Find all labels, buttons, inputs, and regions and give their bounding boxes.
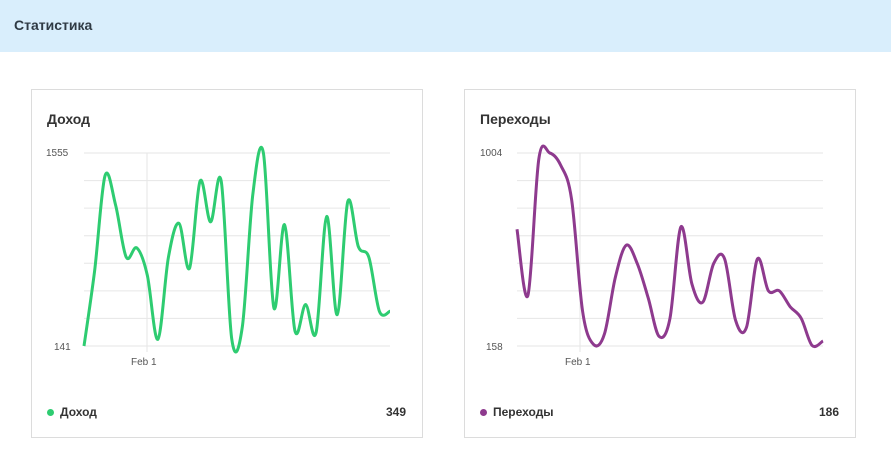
income-data-point[interactable] [356,245,360,249]
income-series-line [82,145,391,354]
income-x-tick-label: Feb 1 [131,357,157,368]
visits-legend-dot [480,408,487,416]
visits-x-tick-label: Feb 1 [565,357,591,368]
income-data-point[interactable] [135,246,139,250]
visits-data-point[interactable] [810,344,814,348]
income-data-point[interactable] [293,329,297,333]
income-data-point[interactable] [240,325,244,329]
income-y-max-label: 1555 [46,148,69,159]
income-data-point[interactable] [335,313,339,317]
visits-data-point[interactable] [526,293,530,297]
visits-data-point[interactable] [602,332,606,336]
income-data-point[interactable] [198,179,202,183]
income-legend[interactable]: Доход [47,405,97,419]
visits-data-point[interactable] [766,289,770,293]
income-data-point[interactable] [82,344,86,348]
income-data-point[interactable] [325,215,329,219]
visits-total: 186 [818,405,839,419]
income-data-point[interactable] [283,223,287,227]
visits-series-line [515,144,824,348]
visits-data-point[interactable] [646,296,650,300]
visits-data-point[interactable] [821,339,825,343]
income-data-point[interactable] [304,303,308,307]
visits-data-point[interactable] [701,300,705,304]
income-data-point[interactable] [177,221,181,225]
income-data-point[interactable] [145,273,149,277]
income-data-point[interactable] [124,255,128,259]
visits-card: Переходы 1004 158 Feb 1 Переходы 186 [464,89,856,438]
visits-data-point[interactable] [515,227,519,231]
visits-y-min-label: 158 [486,342,503,353]
income-chart: 1555 141 Feb 1 [46,145,392,368]
income-data-point[interactable] [219,179,223,183]
income-data-point[interactable] [188,266,192,270]
page-title: Статистика [14,17,93,33]
visits-legend[interactable]: Переходы [480,405,554,419]
income-data-point[interactable] [166,255,170,259]
visits-legend-label: Переходы [493,405,554,419]
visits-data-point[interactable] [635,261,639,265]
income-data-point[interactable] [103,174,107,178]
income-card-title: Доход [47,111,91,127]
visits-data-point[interactable] [581,309,585,313]
visits-data-point[interactable] [755,257,759,261]
income-data-point[interactable] [251,193,255,197]
income-legend-dot [47,408,54,416]
visits-data-point[interactable] [788,305,792,309]
visits-y-max-label: 1004 [480,148,503,159]
income-data-point[interactable] [93,269,97,273]
visits-data-point[interactable] [613,275,617,279]
income-legend-label: Доход [60,405,97,419]
income-total: 349 [385,405,406,419]
visits-data-point[interactable] [668,316,672,320]
income-data-point[interactable] [114,204,118,208]
visits-data-point[interactable] [537,157,541,161]
income-data-point[interactable] [346,200,350,204]
income-data-point[interactable] [209,220,213,224]
visits-data-point[interactable] [559,163,563,167]
visits-data-point[interactable] [592,342,596,346]
income-data-point[interactable] [367,255,371,259]
visits-data-point[interactable] [570,198,574,202]
income-data-point[interactable] [388,309,392,313]
visits-data-point[interactable] [548,151,552,155]
income-data-point[interactable] [314,331,318,335]
visits-data-point[interactable] [799,316,803,320]
income-data-point[interactable] [272,306,276,310]
income-y-min-label: 141 [54,342,71,353]
income-card: Доход 1555 141 Feb 1 Доход 349 [31,89,423,438]
income-data-point[interactable] [377,309,381,313]
visits-data-point[interactable] [690,282,694,286]
income-data-point[interactable] [230,337,234,341]
visits-data-point[interactable] [624,243,628,247]
visits-data-point[interactable] [723,257,727,261]
income-data-point[interactable] [261,151,265,155]
visits-card-title: Переходы [480,111,551,127]
visits-chart: 1004 158 Feb 1 [480,144,825,368]
page-header: Статистика [0,0,891,52]
visits-data-point[interactable] [712,261,716,265]
visits-data-point[interactable] [745,325,749,329]
visits-data-point[interactable] [734,318,738,322]
visits-data-point[interactable] [777,289,781,293]
visits-data-point[interactable] [657,334,661,338]
visits-data-point[interactable] [679,225,683,229]
income-data-point[interactable] [156,337,160,341]
